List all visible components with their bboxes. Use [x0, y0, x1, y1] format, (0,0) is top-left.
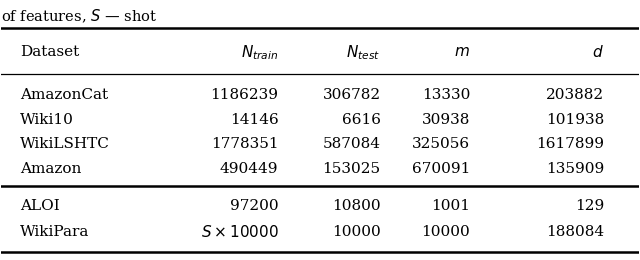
Text: $m$: $m$ [454, 46, 470, 60]
Text: 13330: 13330 [422, 88, 470, 102]
Text: 670091: 670091 [412, 162, 470, 176]
Text: $S \times 10000$: $S \times 10000$ [201, 224, 278, 240]
Text: 6616: 6616 [342, 113, 381, 127]
Text: 101938: 101938 [546, 113, 604, 127]
Text: 1001: 1001 [431, 199, 470, 213]
Text: 306782: 306782 [323, 88, 381, 102]
Text: 10000: 10000 [332, 225, 381, 239]
Text: of features, $S$ — shot: of features, $S$ — shot [1, 7, 157, 24]
Text: 97200: 97200 [230, 199, 278, 213]
Text: 1186239: 1186239 [211, 88, 278, 102]
Text: Wiki10: Wiki10 [20, 113, 74, 127]
Text: AmazonCat: AmazonCat [20, 88, 108, 102]
Text: WikiLSHTC: WikiLSHTC [20, 137, 109, 151]
Text: 153025: 153025 [323, 162, 381, 176]
Text: Dataset: Dataset [20, 46, 79, 60]
Text: ALOI: ALOI [20, 199, 60, 213]
Text: 30938: 30938 [422, 113, 470, 127]
Text: 10000: 10000 [421, 225, 470, 239]
Text: 129: 129 [575, 199, 604, 213]
Text: 188084: 188084 [546, 225, 604, 239]
Text: 587084: 587084 [323, 137, 381, 151]
Text: WikiPara: WikiPara [20, 225, 89, 239]
Text: $d$: $d$ [593, 44, 604, 60]
Text: Amazon: Amazon [20, 162, 81, 176]
Text: 1778351: 1778351 [211, 137, 278, 151]
Text: 1617899: 1617899 [536, 137, 604, 151]
Text: $N_{train}$: $N_{train}$ [241, 43, 278, 62]
Text: 135909: 135909 [546, 162, 604, 176]
Text: 325056: 325056 [412, 137, 470, 151]
Text: 14146: 14146 [230, 113, 278, 127]
Text: 203882: 203882 [546, 88, 604, 102]
Text: $N_{test}$: $N_{test}$ [346, 43, 381, 62]
Text: 10800: 10800 [332, 199, 381, 213]
Text: 490449: 490449 [220, 162, 278, 176]
